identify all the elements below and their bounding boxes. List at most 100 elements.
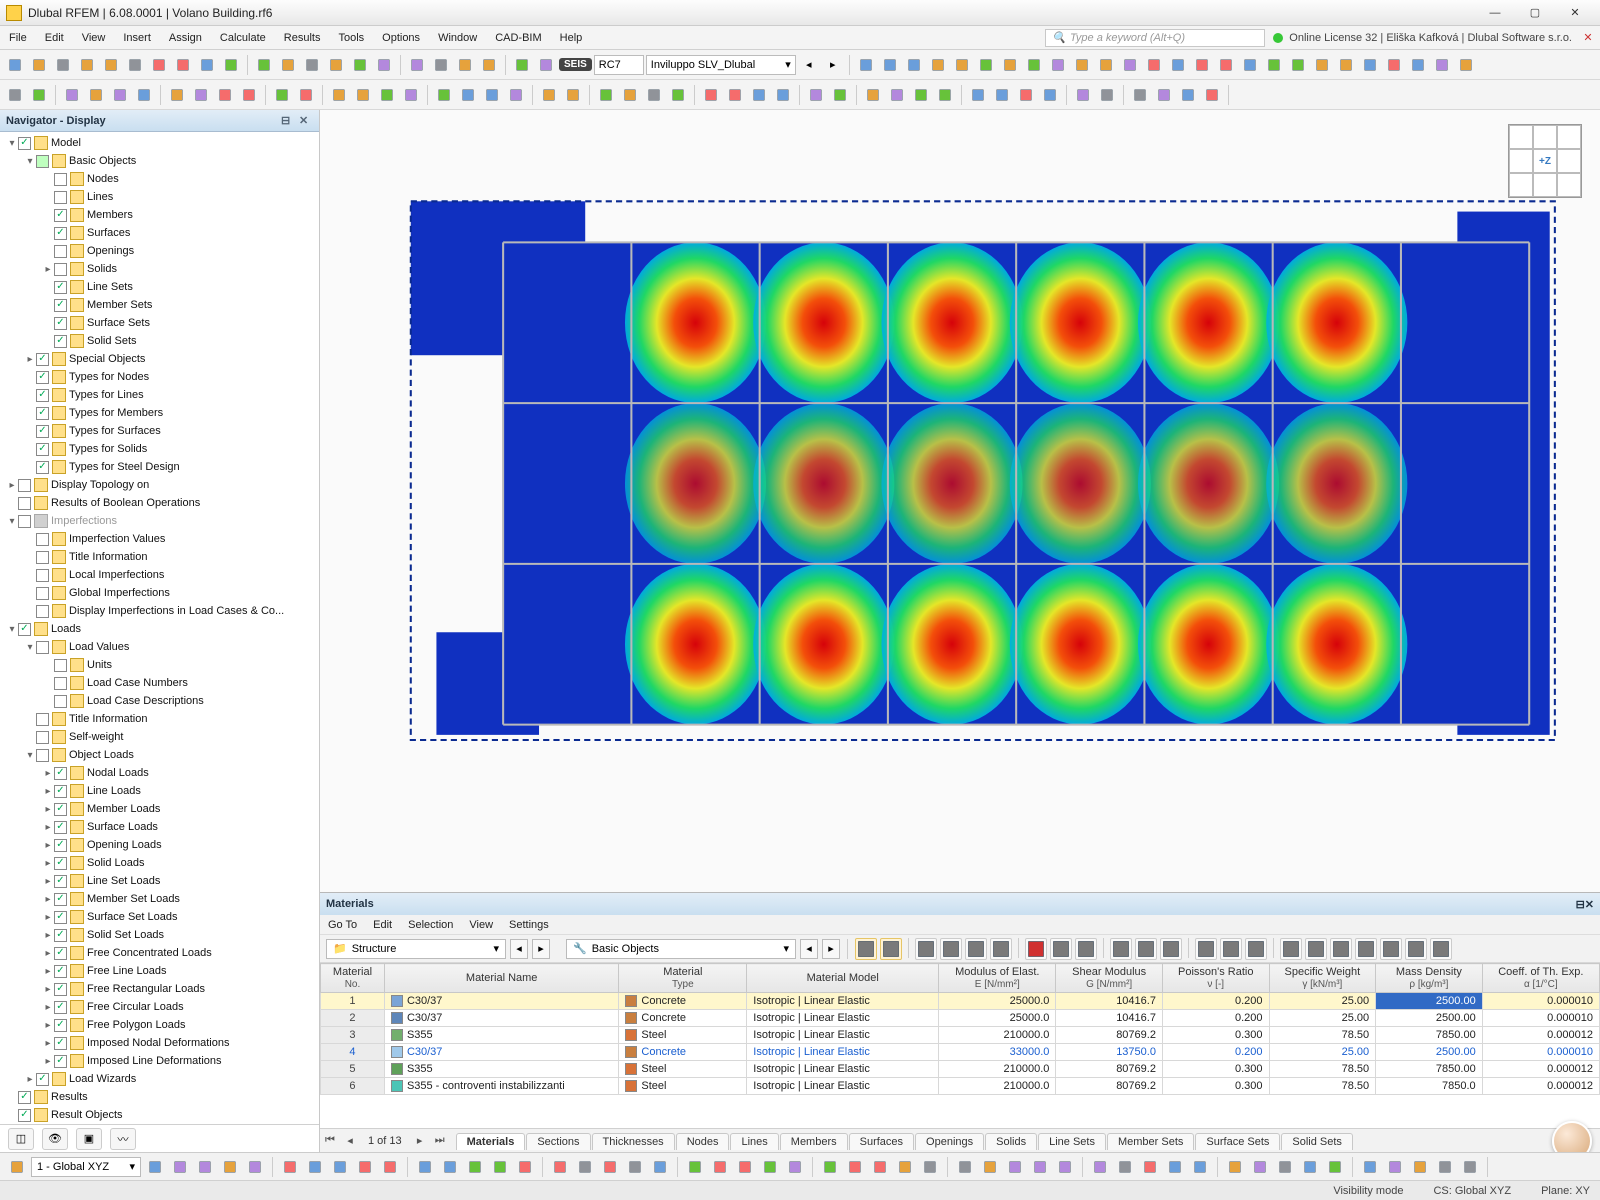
tab-solids[interactable]: Solids	[985, 1133, 1037, 1150]
tb2-3-1[interactable]	[295, 84, 317, 106]
model-viewport[interactable]: +Z	[320, 110, 1600, 892]
tree-node-35[interactable]: ▸Nodal Loads	[0, 764, 319, 782]
sb-btn-25[interactable]	[819, 1156, 841, 1178]
tree-node-2[interactable]: Nodes	[0, 170, 319, 188]
tree-node-44[interactable]: ▸Solid Set Loads	[0, 926, 319, 944]
col-header[interactable]: Coeff. of Th. Exp.α [1/°C]	[1482, 964, 1599, 993]
checkbox[interactable]	[18, 479, 31, 492]
tab-lines[interactable]: Lines	[730, 1133, 778, 1150]
tb1-right-23[interactable]	[1407, 54, 1429, 76]
tree-node-34[interactable]: ▾Object Loads	[0, 746, 319, 764]
maximize-button[interactable]: ▢	[1516, 3, 1554, 23]
cs-combo[interactable]: 1 - Global XYZ▾	[31, 1157, 141, 1177]
checkbox[interactable]	[54, 785, 67, 798]
tb2-2-2[interactable]	[214, 84, 236, 106]
sb-btn-46[interactable]	[1384, 1156, 1406, 1178]
checkbox[interactable]	[54, 299, 67, 312]
checkbox[interactable]	[18, 137, 31, 150]
tree-node-52[interactable]: ▸Load Wizards	[0, 1070, 319, 1088]
sb-btn-42[interactable]	[1274, 1156, 1296, 1178]
expand-icon[interactable]: ▸	[42, 930, 54, 941]
sb-btn-45[interactable]	[1359, 1156, 1381, 1178]
sb-btn-9[interactable]	[379, 1156, 401, 1178]
col-header[interactable]: Specific Weightγ [kN/m³]	[1269, 964, 1376, 993]
expand-icon[interactable]: ▸	[42, 840, 54, 851]
col-header[interactable]: Poisson's Ratioν [-]	[1162, 964, 1269, 993]
tb2-4-3[interactable]	[400, 84, 422, 106]
mat-menu-selection[interactable]: Selection	[400, 919, 461, 931]
checkbox[interactable]	[54, 281, 67, 294]
tree-node-46[interactable]: ▸Free Line Loads	[0, 962, 319, 980]
menu-options[interactable]: Options	[373, 26, 429, 49]
sb-btn-49[interactable]	[1459, 1156, 1481, 1178]
tree-node-54[interactable]: Result Objects	[0, 1106, 319, 1124]
mat-menu-view[interactable]: View	[461, 919, 501, 931]
sb-btn-47[interactable]	[1409, 1156, 1431, 1178]
tree-node-12[interactable]: ▸Special Objects	[0, 350, 319, 368]
tb1-btn-7[interactable]	[172, 54, 194, 76]
tb1-right-21[interactable]	[1359, 54, 1381, 76]
tree-node-15[interactable]: Types for Members	[0, 404, 319, 422]
close-button[interactable]: ✕	[1556, 3, 1594, 23]
checkbox[interactable]	[36, 605, 49, 618]
checkbox[interactable]	[54, 335, 67, 348]
tb2-10-2[interactable]	[910, 84, 932, 106]
tree-node-48[interactable]: ▸Free Circular Loads	[0, 998, 319, 1016]
sb-btn-14[interactable]	[514, 1156, 536, 1178]
combo2-next[interactable]: ▸	[822, 939, 840, 959]
expand-icon[interactable]: ▸	[42, 1020, 54, 1031]
checkbox[interactable]	[54, 983, 67, 996]
tab-nodes[interactable]: Nodes	[676, 1133, 730, 1150]
sb-btn-39[interactable]	[1189, 1156, 1211, 1178]
mat-menu-settings[interactable]: Settings	[501, 919, 557, 931]
tb1-right-0[interactable]	[855, 54, 877, 76]
tb1-right-18[interactable]	[1287, 54, 1309, 76]
tb1-hl-2[interactable]	[454, 54, 476, 76]
checkbox[interactable]	[54, 1055, 67, 1068]
mat-tb-21[interactable]	[1430, 938, 1452, 960]
tab-openings[interactable]: Openings	[915, 1133, 984, 1150]
checkbox[interactable]	[54, 803, 67, 816]
col-header[interactable]: Modulus of Elast.E [N/mm²]	[939, 964, 1056, 993]
sb-btn-40[interactable]	[1224, 1156, 1246, 1178]
tb1-grid-3[interactable]	[325, 54, 347, 76]
sb-btn-34[interactable]	[1054, 1156, 1076, 1178]
sb-btn-43[interactable]	[1299, 1156, 1321, 1178]
tree-node-16[interactable]: Types for Surfaces	[0, 422, 319, 440]
tb1-right-22[interactable]	[1383, 54, 1405, 76]
table-row[interactable]: 4C30/37ConcreteIsotropic | Linear Elasti…	[321, 1044, 1600, 1061]
tb2-2-0[interactable]	[166, 84, 188, 106]
tree-node-33[interactable]: Self-weight	[0, 728, 319, 746]
mat-tb-6[interactable]	[1025, 938, 1047, 960]
tb2-7-1[interactable]	[619, 84, 641, 106]
tb2-11-3[interactable]	[1039, 84, 1061, 106]
sb-btn-22[interactable]	[734, 1156, 756, 1178]
sb-btn-8[interactable]	[354, 1156, 376, 1178]
checkbox[interactable]	[54, 929, 67, 942]
tree-node-8[interactable]: Line Sets	[0, 278, 319, 296]
tb1-btn-4[interactable]	[100, 54, 122, 76]
tb2-8-2[interactable]	[748, 84, 770, 106]
mat-tb-1[interactable]	[880, 938, 902, 960]
mat-tb-11[interactable]	[1160, 938, 1182, 960]
checkbox[interactable]	[36, 569, 49, 582]
col-header[interactable]: Material Model	[747, 964, 939, 993]
tb2-3-0[interactable]	[271, 84, 293, 106]
mat-tb-3[interactable]	[940, 938, 962, 960]
tab-materials[interactable]: Materials	[456, 1133, 526, 1150]
mat-tb-17[interactable]	[1330, 938, 1352, 960]
tb2-13-3[interactable]	[1201, 84, 1223, 106]
rc-combo[interactable]: RC7	[594, 55, 644, 75]
menu-results[interactable]: Results	[275, 26, 330, 49]
tb2-13-1[interactable]	[1153, 84, 1175, 106]
tree-node-1[interactable]: ▾Basic Objects	[0, 152, 319, 170]
checkbox[interactable]	[54, 695, 67, 708]
tree-node-39[interactable]: ▸Opening Loads	[0, 836, 319, 854]
minimize-button[interactable]: —	[1476, 3, 1514, 23]
tree-node-25[interactable]: Global Imperfections	[0, 584, 319, 602]
checkbox[interactable]	[36, 155, 49, 168]
tb1-right-11[interactable]	[1119, 54, 1141, 76]
tb2-6-1[interactable]	[562, 84, 584, 106]
last-page[interactable]: ⏭	[430, 1131, 450, 1151]
checkbox[interactable]	[36, 713, 49, 726]
